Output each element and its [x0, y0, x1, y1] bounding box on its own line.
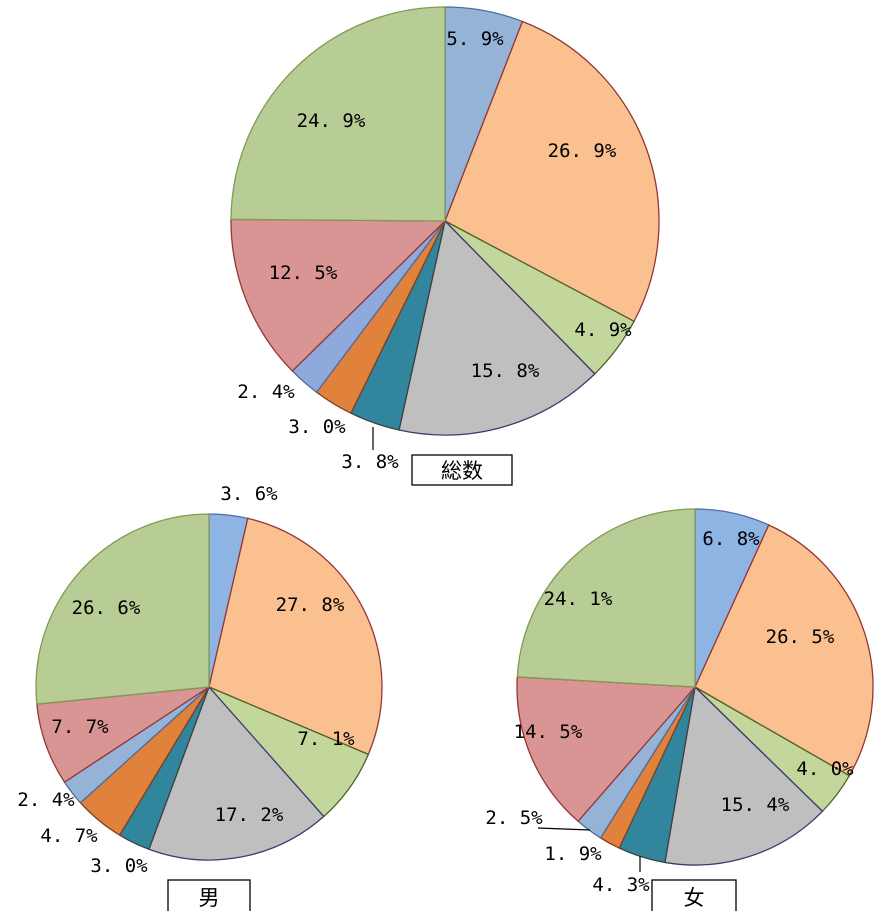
slice-gray [148, 685, 325, 861]
chart-title-total: 総数 [441, 459, 483, 483]
pie-chart-male: 3. 6% 27. 8% 7. 1% 17. 2% 3. 0% 4. 7% 2. 4% 7. … [17, 483, 383, 877]
data-label: 2. 4% [237, 381, 295, 403]
data-label: 12. 5% [269, 262, 338, 284]
data-label: 2. 4% [17, 789, 75, 811]
data-label: 24. 9% [297, 110, 366, 132]
data-label: 27. 8% [276, 594, 345, 616]
chart-title-female: 女 [684, 886, 705, 910]
slice-orange [694, 524, 874, 777]
slice-orange [208, 517, 383, 756]
data-label: 3. 0% [288, 416, 346, 438]
pie-chart-total: 5. 9% 26. 9% 4. 9% 15. 8% 3. 8% 3. 0% 2. 4% 12.… [230, 6, 660, 473]
data-label: 6. 8% [702, 528, 760, 550]
title-box-total: 総数 [411, 454, 513, 486]
slice-green [230, 6, 446, 222]
data-label: 15. 8% [471, 360, 540, 382]
data-label: 4. 3% [592, 874, 650, 896]
slice-orange [444, 20, 660, 323]
data-label: 26. 6% [72, 597, 141, 619]
data-label: 7. 1% [297, 728, 355, 750]
data-label: 7. 7% [51, 716, 109, 738]
pie-chart-female: 6. 8% 26. 5% 4. 0% 15. 4% 4. 3% 1. 9%2. 5% 14.… [485, 508, 874, 896]
title-box-female: 女 [651, 879, 737, 911]
data-label: 4. 7% [40, 825, 98, 847]
data-label: 4. 0% [796, 758, 854, 780]
data-label: 1. 9% [544, 843, 602, 865]
data-label: 4. 9% [574, 319, 632, 341]
data-label: 3. 8% [341, 451, 399, 473]
data-label: 2. 5% [485, 807, 543, 829]
slice-green [35, 513, 210, 705]
data-label: 26. 5% [766, 626, 835, 648]
data-label: 17. 2% [215, 804, 284, 826]
slice-green [516, 508, 696, 688]
leader-line [537, 827, 591, 831]
slice-rose [516, 676, 697, 823]
slice-gray [664, 685, 824, 866]
slice-gray [398, 219, 596, 436]
title-box-male: 男 [167, 879, 251, 911]
data-label: 14. 5% [514, 721, 583, 743]
data-label: 5. 9% [446, 28, 504, 50]
slice-rose [230, 218, 447, 372]
data-label: 3. 6% [220, 483, 278, 505]
chart-title-male: 男 [199, 886, 220, 910]
data-label: 24. 1% [544, 588, 613, 610]
data-label: 15. 4% [721, 794, 790, 816]
data-label: 26. 9% [548, 140, 617, 162]
data-label: 3. 0% [90, 855, 148, 877]
